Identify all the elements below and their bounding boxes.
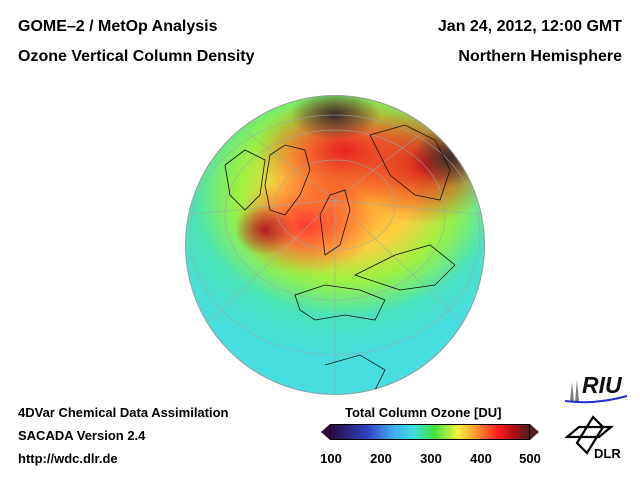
colorbar-min-arrow <box>321 424 330 440</box>
date-label: Jan 24, 2012, 12:00 GMT <box>437 18 622 35</box>
dlr-emblem-icon <box>563 415 615 455</box>
map-title: GOME–2 / MetOp Analysis <box>18 18 218 35</box>
colorbar-max-arrow <box>530 424 539 440</box>
map-subtitle: Ozone Vertical Column Density <box>18 48 255 65</box>
footer-url-link[interactable]: http://wdc.dlr.de <box>18 451 118 466</box>
colorbar <box>330 424 530 440</box>
colorbar-tick: 200 <box>370 451 392 466</box>
colorbar-tick: 500 <box>519 451 541 466</box>
footer-method: 4DVar Chemical Data Assimilation <box>18 405 229 420</box>
colorbar-tick: 100 <box>320 451 342 466</box>
dlr-logo: DLR <box>563 415 625 465</box>
colorbar-title: Total Column Ozone [DU] <box>345 405 502 420</box>
riu-logo-text: RIU <box>582 372 622 398</box>
graticule-coastlines <box>185 114 485 395</box>
footer-version: SACADA Version 2.4 <box>18 428 146 443</box>
dlr-logo-text: DLR <box>594 446 621 461</box>
cathedral-icon <box>565 380 628 404</box>
colorbar-tick: 400 <box>470 451 492 466</box>
colorbar-tick: 300 <box>420 451 442 466</box>
region-label: Northern Hemisphere <box>458 48 622 65</box>
ozone-globe-map <box>185 95 485 395</box>
riu-logo: RIU <box>565 372 630 406</box>
